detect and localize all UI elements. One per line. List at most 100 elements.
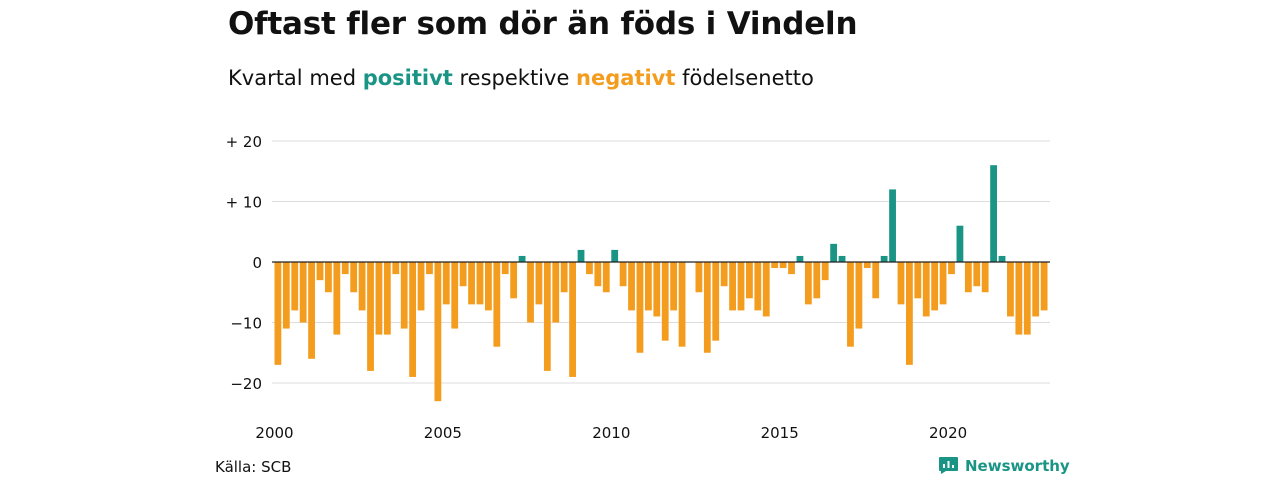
bar	[400, 262, 408, 329]
bar	[922, 262, 930, 317]
bar	[577, 249, 585, 262]
bar	[611, 249, 619, 262]
y-tick-label: 0	[252, 254, 262, 272]
bar	[855, 262, 863, 329]
bar	[889, 189, 896, 262]
brand: Newsworthy	[938, 456, 1070, 475]
bar	[906, 262, 913, 365]
bar	[417, 262, 425, 311]
source-note: Källa: SCB	[215, 458, 292, 476]
bar	[880, 255, 888, 262]
x-tick-label: 2005	[424, 424, 462, 442]
bar	[316, 262, 324, 281]
bar	[737, 262, 745, 311]
y-tick-label: −20	[230, 375, 262, 393]
bar	[998, 255, 1006, 262]
y-tick-label: −10	[230, 315, 262, 333]
x-tick-label: 2015	[761, 424, 799, 442]
bar	[653, 262, 661, 317]
bar	[796, 255, 804, 262]
bar	[964, 262, 972, 293]
bar	[442, 262, 450, 305]
bar	[939, 262, 947, 305]
bar	[779, 262, 787, 269]
bar	[830, 243, 838, 262]
bar	[746, 262, 753, 299]
bar	[299, 262, 307, 323]
bar	[543, 262, 551, 371]
bar	[804, 262, 812, 305]
bar	[501, 262, 509, 275]
bar	[468, 262, 475, 305]
bar	[282, 262, 290, 329]
y-axis-labels: + 20 + 10 0 −10 −20	[226, 133, 262, 393]
bar	[931, 262, 939, 311]
bar	[602, 262, 610, 293]
bar	[1015, 262, 1023, 335]
subtitle-positive: positivt	[362, 66, 453, 90]
brand-name: Newsworthy	[965, 456, 1070, 475]
subtitle-negative: negativt	[576, 66, 676, 90]
bar	[535, 262, 543, 305]
subtitle-suffix: födelsenetto	[675, 66, 814, 90]
bar	[560, 262, 568, 293]
bar	[350, 262, 358, 293]
bar	[392, 262, 400, 275]
subtitle-middle: respektive	[452, 66, 577, 90]
bar	[586, 262, 593, 275]
bar	[493, 262, 501, 347]
bar	[863, 262, 871, 269]
bar	[762, 262, 770, 317]
bar	[476, 262, 484, 305]
bar	[788, 262, 795, 275]
bar	[897, 262, 905, 305]
bar	[813, 262, 821, 299]
bar	[703, 262, 711, 353]
newsworthy-logo-icon	[939, 457, 958, 474]
bar	[291, 262, 299, 311]
bar	[569, 262, 576, 377]
subtitle-prefix: Kvartal med	[228, 66, 363, 90]
bar	[990, 165, 997, 262]
bar	[914, 262, 922, 299]
y-tick-label: + 10	[226, 194, 262, 212]
bar	[729, 262, 736, 311]
bar	[325, 262, 332, 293]
bar	[510, 262, 518, 299]
bar	[872, 262, 880, 299]
bar	[594, 262, 602, 287]
bar	[821, 262, 829, 281]
bar	[1040, 262, 1048, 311]
x-tick-label: 2010	[592, 424, 630, 442]
bar	[670, 262, 678, 311]
bar	[341, 262, 349, 275]
chart-subtitle: Kvartal med positivt respektive negativt…	[228, 66, 814, 90]
x-tick-label: 2000	[255, 424, 293, 442]
bar	[333, 262, 341, 335]
bar	[956, 225, 964, 262]
bar	[274, 262, 282, 365]
bar	[358, 262, 366, 311]
x-tick-label: 2020	[929, 424, 967, 442]
bar	[720, 262, 728, 287]
bar	[948, 262, 955, 275]
bar	[973, 262, 981, 287]
bar	[981, 262, 989, 293]
bars	[274, 165, 1048, 402]
x-axis-labels: 2000 2005 2010 2015 2020	[255, 424, 967, 442]
bar	[1023, 262, 1031, 335]
bar	[628, 262, 635, 311]
bar	[619, 262, 627, 287]
bar	[695, 262, 703, 293]
bar	[434, 262, 442, 402]
bar	[308, 262, 315, 359]
bar	[712, 262, 720, 341]
bar	[459, 262, 467, 287]
bar	[661, 262, 669, 341]
bar	[426, 262, 433, 275]
bar	[678, 262, 686, 347]
bar	[375, 262, 383, 335]
bar	[552, 262, 560, 323]
bar	[518, 255, 526, 262]
